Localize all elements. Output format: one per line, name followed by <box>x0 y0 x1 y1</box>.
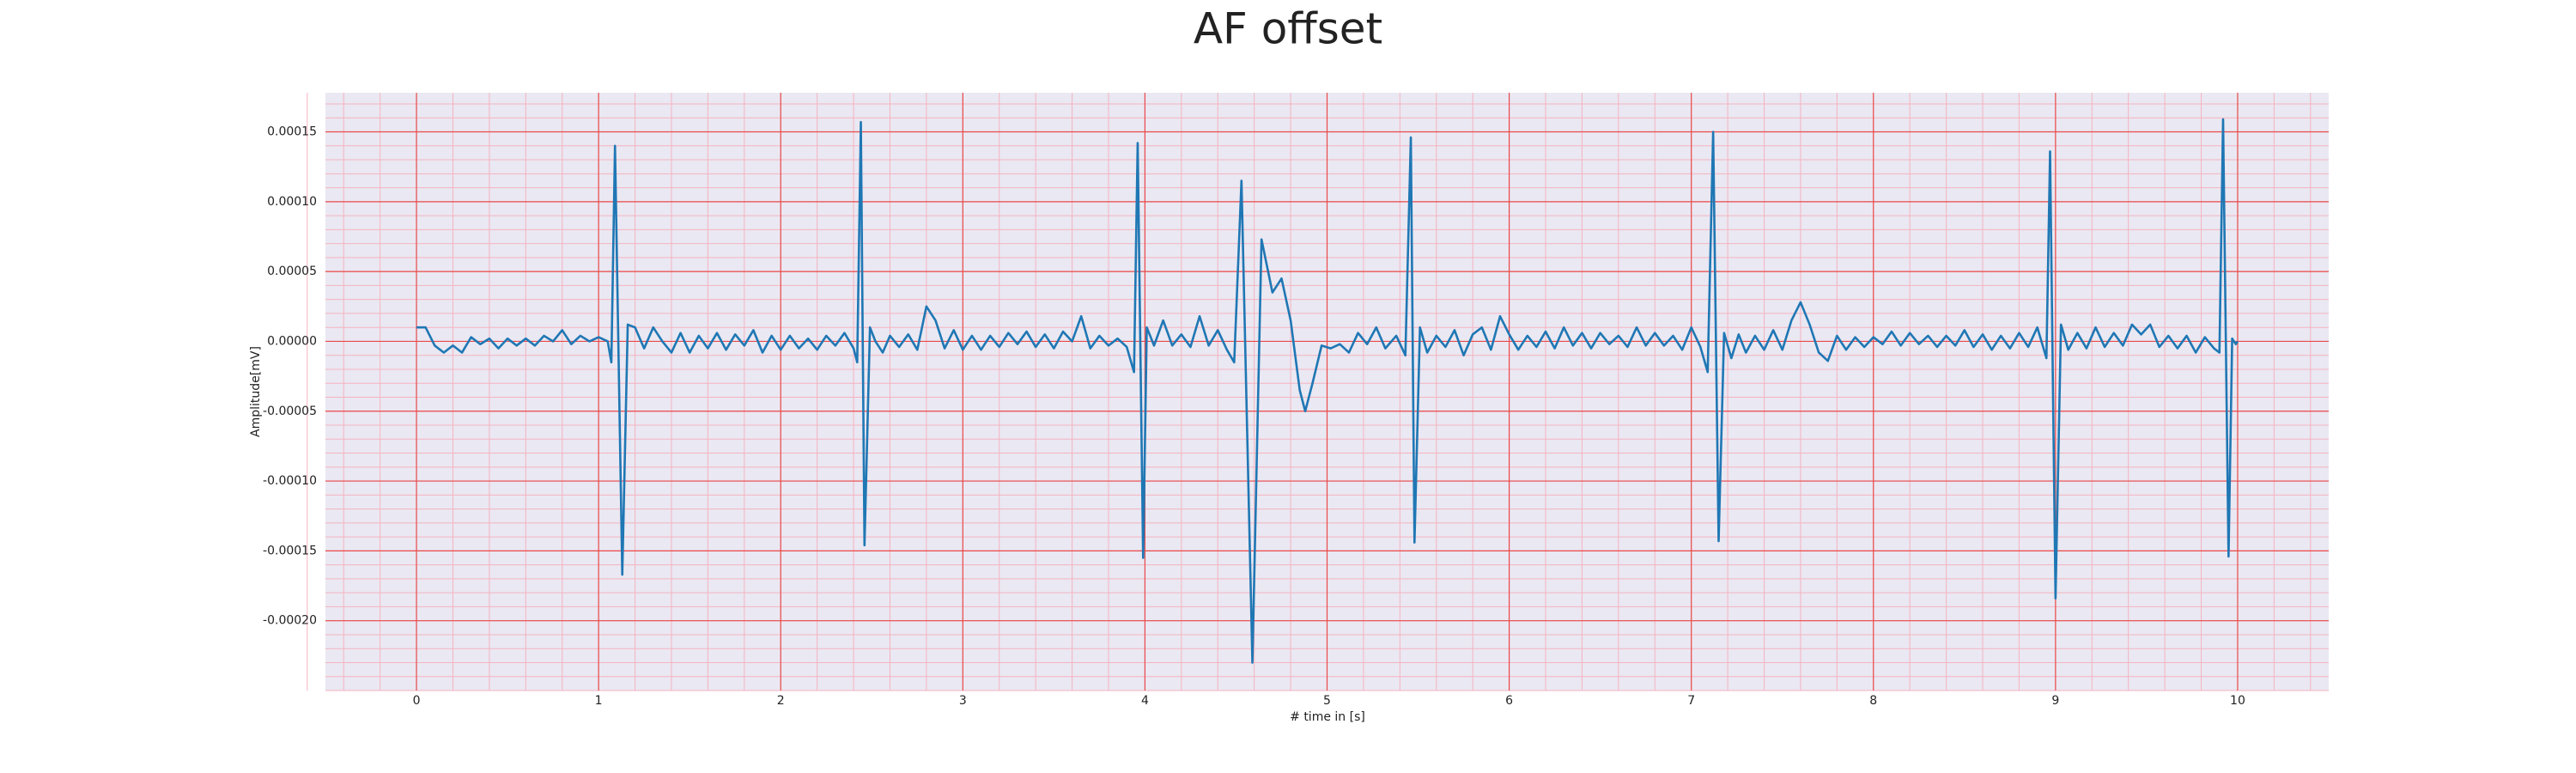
y-axis-label: Amplitude[mV] <box>249 346 263 437</box>
x-tick-label: 4 <box>1141 694 1149 708</box>
x-axis-label: # time in [s] <box>1290 710 1365 724</box>
y-tick-label: -0.00005 <box>263 405 317 418</box>
x-tick-label: 5 <box>1323 694 1331 708</box>
y-tick-label: 0.00000 <box>267 334 317 348</box>
grid <box>307 93 2329 691</box>
x-tick-label: 3 <box>959 694 967 708</box>
signal-line <box>416 118 2239 664</box>
y-tick-label: 0.00015 <box>267 125 317 139</box>
y-tick-label: -0.00015 <box>263 544 317 557</box>
y-tick-label: -0.00010 <box>263 474 317 488</box>
chart-title: AF offset <box>1194 4 1382 54</box>
x-tick-label: 0 <box>413 694 421 708</box>
x-tick-label: 1 <box>595 694 603 708</box>
y-tick-label: -0.00020 <box>263 614 317 628</box>
x-tick-label: 7 <box>1687 694 1695 708</box>
x-tick-label: 9 <box>2051 694 2059 708</box>
x-tick-label: 6 <box>1505 694 1513 708</box>
x-tick-label: 8 <box>1869 694 1877 708</box>
y-tick-label: 0.00005 <box>267 265 317 278</box>
x-tick-label: 10 <box>2230 694 2245 708</box>
y-tick-label: 0.00010 <box>267 195 317 209</box>
x-tick-label: 2 <box>777 694 785 708</box>
